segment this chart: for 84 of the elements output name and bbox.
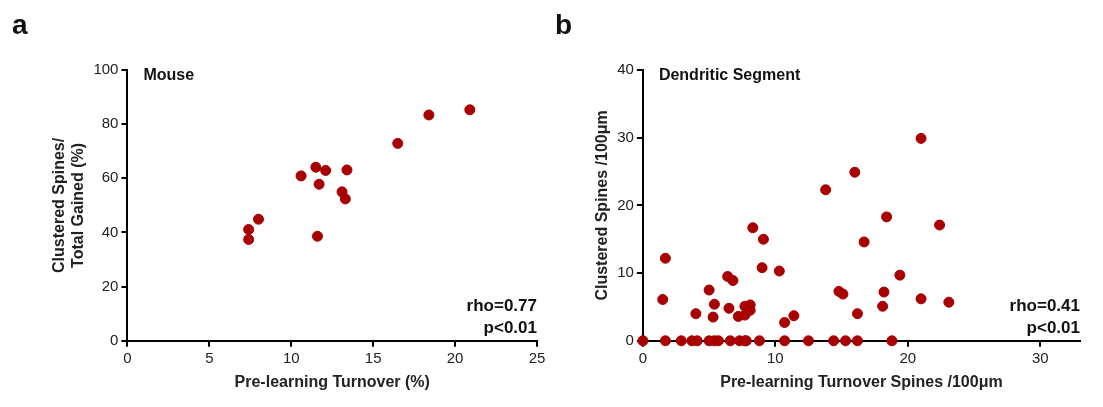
point — [243, 234, 255, 246]
y-tick-label: 80 — [101, 114, 119, 132]
point — [724, 335, 736, 347]
point — [320, 164, 332, 176]
point — [243, 224, 255, 235]
point — [659, 335, 671, 347]
x-tick-label: 10 — [282, 348, 300, 366]
point — [464, 104, 476, 116]
point — [849, 166, 861, 178]
point — [943, 296, 955, 308]
point — [934, 219, 946, 231]
y-tick-label: 20 — [101, 276, 119, 294]
annotation: p<0.01 — [1026, 317, 1080, 337]
point — [773, 265, 785, 277]
x-tick-label: 5 — [205, 348, 214, 366]
x-tick-label: 20 — [446, 348, 464, 366]
point — [310, 161, 322, 173]
point — [392, 137, 404, 149]
point — [779, 335, 791, 347]
y-tick-label: 30 — [617, 127, 634, 145]
y-tick-label: 20 — [617, 195, 634, 213]
point — [637, 335, 649, 347]
point — [657, 294, 669, 305]
point — [788, 310, 800, 322]
text: b — [555, 8, 573, 40]
point — [675, 335, 687, 347]
point — [723, 302, 735, 314]
y-axis-title: Clustered Spines/ Total Gained (%) — [50, 137, 87, 273]
y-tick-label: 10 — [617, 263, 634, 281]
point — [837, 288, 849, 300]
x-tick-label: 15 — [364, 348, 382, 366]
point — [881, 211, 893, 223]
chart-title: Mouse — [143, 66, 195, 84]
chart-title: Dendritic Segment — [658, 66, 801, 84]
point — [703, 284, 715, 296]
point — [828, 335, 840, 347]
point — [313, 178, 325, 190]
point — [341, 164, 353, 176]
y-tick-label: 0 — [625, 330, 634, 348]
y-axis-title: Clustered Spines /100μm — [593, 110, 611, 301]
text: a — [12, 8, 28, 40]
point — [753, 335, 765, 347]
point — [727, 275, 739, 287]
x-axis-title: Pre-learning Turnover Spines /100μm — [720, 372, 1003, 390]
point — [423, 109, 435, 121]
point — [295, 170, 307, 182]
point — [659, 252, 671, 264]
y-tick-label: 100 — [93, 60, 119, 78]
y-tick-label: 0 — [110, 330, 119, 348]
point — [915, 293, 927, 305]
point — [851, 308, 863, 320]
y-tick-label: 40 — [101, 222, 119, 240]
point — [802, 335, 814, 347]
point — [779, 317, 791, 329]
point — [820, 184, 832, 196]
x-tick-label: 20 — [899, 348, 917, 366]
x-tick-label: 10 — [767, 348, 784, 366]
point — [747, 222, 759, 234]
annotation: p<0.01 — [483, 317, 537, 337]
x-tick-label: 30 — [1031, 348, 1049, 366]
point — [252, 213, 264, 225]
x-tick-label: 0 — [638, 348, 648, 366]
x-tick-label: 0 — [123, 348, 132, 366]
y-tick-label: 60 — [101, 168, 119, 186]
point — [690, 308, 702, 320]
point — [851, 335, 863, 347]
point — [894, 269, 906, 281]
annotation: rho=0.41 — [1009, 295, 1080, 315]
point — [708, 298, 720, 310]
point — [877, 300, 889, 312]
point — [339, 193, 351, 205]
point — [757, 233, 769, 245]
annotation: rho=0.77 — [466, 295, 537, 315]
point — [311, 230, 323, 242]
point — [886, 335, 898, 347]
x-axis-title: Pre-learning Turnover (%) — [234, 372, 430, 390]
point — [878, 286, 890, 298]
point — [707, 311, 719, 323]
point — [915, 132, 927, 144]
point — [840, 335, 852, 347]
point — [756, 262, 768, 274]
y-tick-label: 40 — [617, 60, 634, 78]
x-tick-label: 25 — [528, 348, 546, 366]
point — [858, 236, 870, 248]
